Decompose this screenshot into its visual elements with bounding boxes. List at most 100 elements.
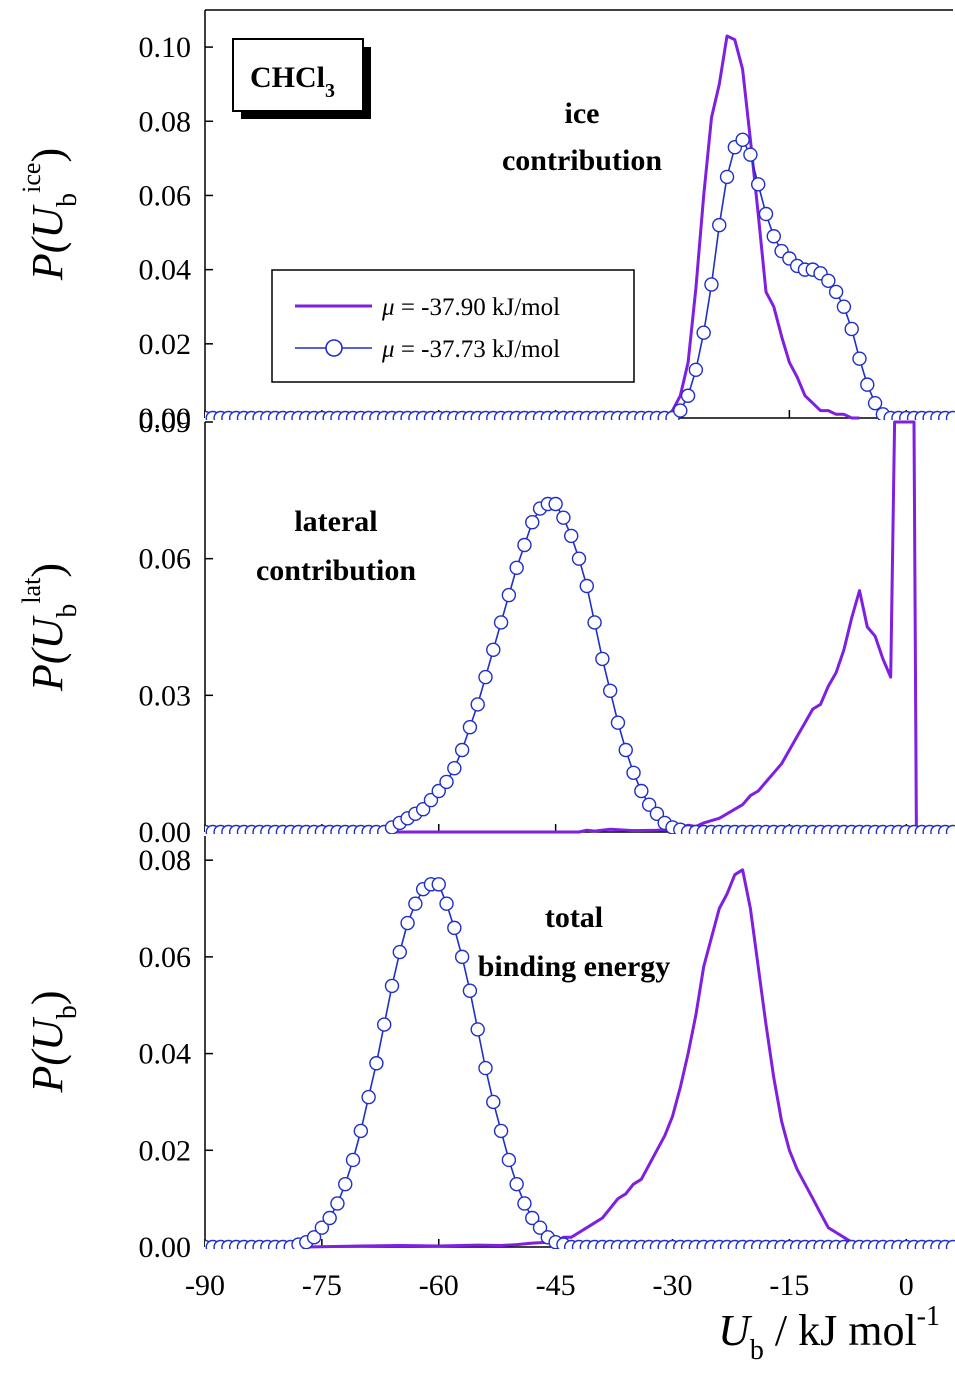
data-point <box>704 277 719 292</box>
x-axis-title: Ub / kJ mol-1 <box>718 1301 940 1366</box>
data-point <box>836 299 852 314</box>
data-point <box>743 147 758 162</box>
series-line <box>205 883 953 1248</box>
panel-lateral-contribution: 0.00 0.03 0.06 0.09 P(Ublat) lateral contribut… <box>17 406 955 849</box>
data-point <box>392 944 407 960</box>
y-axis-title-suffix: ) <box>23 991 72 1006</box>
y-tick-label: 0.00 <box>139 402 192 435</box>
y-axis-title: P(Ubice) <box>17 148 83 281</box>
data-point <box>314 1220 330 1235</box>
data-point <box>595 651 610 667</box>
data-point <box>361 1089 376 1105</box>
y-tick-label: 0.06 <box>139 179 192 212</box>
legend-swatch-marker <box>325 339 343 357</box>
panel-annotation: binding energy <box>478 950 671 983</box>
data-point <box>509 560 524 575</box>
data-point <box>478 669 493 685</box>
label-box-sub: 3 <box>325 80 335 102</box>
data-point <box>447 920 462 936</box>
panel-total-binding-energy: 0.00 0.02 0.04 0.06 0.08 -90 -75 -60 -45 -30 -15 0 P… <box>23 836 955 1302</box>
data-point <box>867 395 883 411</box>
data-point <box>384 978 400 994</box>
data-point <box>751 177 766 192</box>
series-circle-line <box>205 877 955 1249</box>
y-axis-title-suffix: ) <box>23 563 72 578</box>
data-point <box>345 1152 361 1168</box>
y-axis-title-suffix: ) <box>23 148 72 163</box>
data-point <box>548 496 563 512</box>
y-tick-label: 0.03 <box>139 679 192 712</box>
data-point <box>634 783 649 799</box>
data-point <box>322 1210 337 1226</box>
data-point <box>486 1094 501 1110</box>
y-axis-title: P(Ublat) <box>17 563 83 692</box>
data-point <box>735 132 750 148</box>
data-point <box>852 351 867 366</box>
data-point <box>501 587 517 603</box>
y-tick-label: 0.00 <box>139 1231 192 1264</box>
y-axis-title-prefix: P(U <box>23 1016 72 1094</box>
legend-entry-text: = -37.90 kJ/mol <box>395 294 561 321</box>
data-point <box>462 983 478 998</box>
data-point <box>626 765 641 780</box>
data-point <box>766 229 781 244</box>
data-point <box>945 824 955 834</box>
data-point <box>447 761 462 776</box>
legend-box <box>271 269 635 383</box>
data-point <box>556 510 571 525</box>
x-tick-label: -60 <box>419 1269 459 1302</box>
legend-entry-text: = -37.73 kJ/mol <box>395 336 561 363</box>
data-point <box>673 403 688 418</box>
x-tick-label: -45 <box>536 1269 576 1302</box>
series-circle-line <box>205 132 955 420</box>
data-point <box>618 742 633 758</box>
x-tick-label: -90 <box>185 1269 225 1302</box>
y-axis-title-sub: b <box>52 193 83 207</box>
y-tick-label: 0.08 <box>139 105 192 138</box>
data-point <box>501 1152 517 1168</box>
data-point <box>338 1176 353 1192</box>
y-axis-title-prefix: P(U <box>23 204 72 282</box>
data-point <box>470 1022 485 1037</box>
data-point <box>641 797 657 812</box>
data-point <box>493 1123 509 1139</box>
series-line <box>205 420 953 834</box>
x-axis-title-sub: b <box>750 1335 764 1366</box>
data-point <box>571 551 587 566</box>
data-point <box>610 715 626 730</box>
y-tick-label: 0.06 <box>139 941 192 974</box>
label-box-text: CHCl3 <box>250 61 335 102</box>
x-tick-label: -15 <box>769 1269 809 1302</box>
y-axis-title-prefix: P(U <box>23 614 72 692</box>
y-tick-label: 0.10 <box>139 31 192 64</box>
data-point <box>579 578 594 594</box>
y-axis-title-sub: b <box>52 1005 83 1019</box>
y-tick-label: 0.04 <box>139 254 192 287</box>
data-point <box>587 615 602 630</box>
data-point <box>431 783 446 799</box>
label-box <box>232 38 364 112</box>
data-point <box>532 1220 548 1235</box>
y-tick-label: 0.02 <box>139 1134 192 1167</box>
series-circle-line <box>205 496 955 834</box>
data-point <box>400 915 415 931</box>
data-point <box>439 774 454 790</box>
series-solid-line <box>205 420 953 834</box>
data-point <box>470 697 485 712</box>
data-point <box>821 273 836 288</box>
y-tick-label: 0.04 <box>139 1038 192 1071</box>
data-point <box>680 388 696 403</box>
data-point <box>712 217 727 233</box>
data-point <box>719 169 735 185</box>
legend-entry: μ = -37.90 kJ/mol <box>381 294 560 321</box>
y-tick-label: 0.02 <box>139 328 192 361</box>
data-point <box>478 1060 493 1076</box>
panel-ice-contribution: 0.000.020.040.060.080.10P(Ubice)icecontr… <box>17 9 955 435</box>
series-solid-line <box>205 34 860 420</box>
y-axis-title: P(Ub) <box>23 991 83 1094</box>
panel-annotation: total <box>545 901 603 934</box>
data-point <box>377 1017 392 1032</box>
data-point <box>454 742 470 758</box>
data-point <box>306 1230 322 1245</box>
